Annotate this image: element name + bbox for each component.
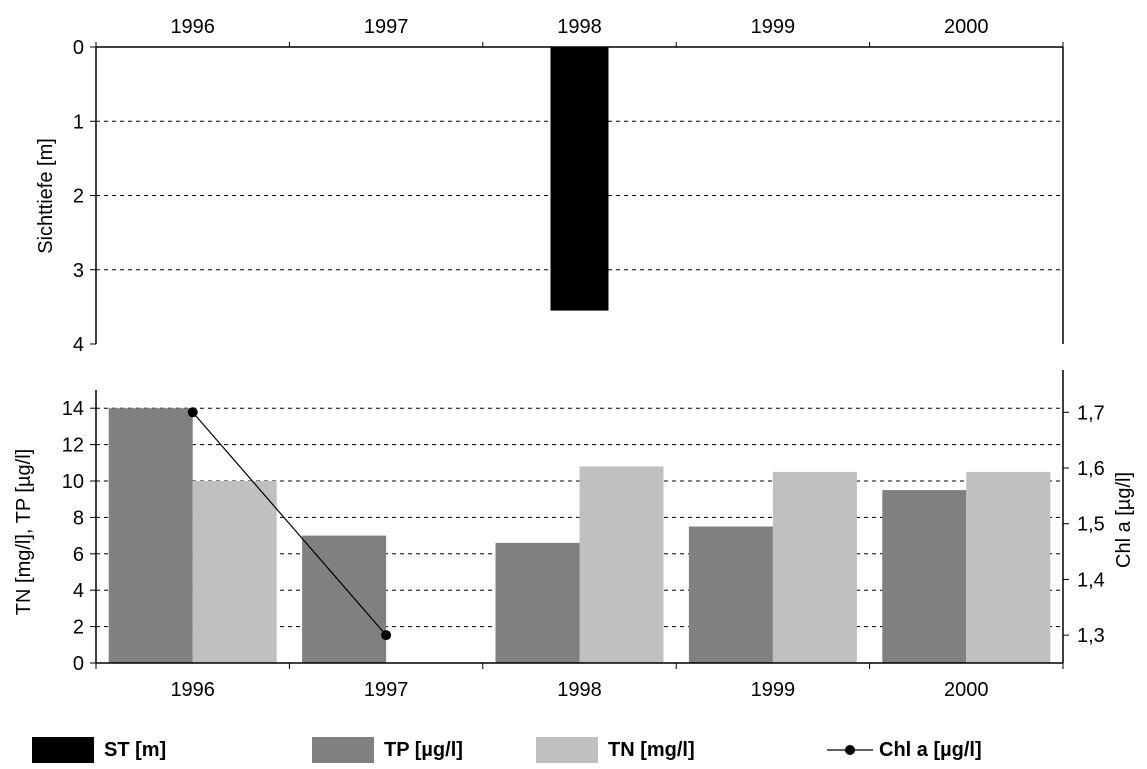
y-tick-label: 0 (73, 653, 84, 675)
bar-tp (688, 526, 773, 663)
x-tick-label: 1998 (557, 679, 602, 701)
bar-tp (495, 542, 580, 663)
bottom-panel: 0 2 4 6 8 10 12 14 1,3 1,4 1,5 1,6 1,7 1996 1997 1998 19… (13, 370, 1135, 701)
legend-item-chla: Chl a [µg/l] (825, 735, 982, 765)
y-tick-label: 4 (73, 580, 84, 602)
x-tick-label: 2000 (944, 679, 989, 701)
y-tick-label: 14 (62, 398, 84, 420)
legend-swatch-st (32, 737, 94, 763)
y2-tick-label: 1,5 (1077, 514, 1105, 536)
bar-st (550, 47, 609, 311)
y-tick-label: 2 (73, 186, 84, 208)
x-tick-label: 1999 (751, 16, 796, 38)
x-tick-label: 1998 (557, 16, 602, 38)
legend-swatch-tn (536, 737, 598, 763)
bar-tp (302, 535, 387, 663)
x-tick-label: 1996 (170, 16, 215, 38)
y2-tick-label: 1,7 (1077, 402, 1105, 424)
point-chla (381, 630, 392, 641)
y-axis-label: TN [mg/l], TP [µg/l] (13, 449, 35, 615)
y-tick-label: 6 (73, 544, 84, 566)
line-chla (192, 411, 387, 636)
y2-axis-label: Chl a [µg/l] (1113, 472, 1135, 568)
legend-item-tn: TN [mg/l] (536, 735, 695, 765)
bar-tn (966, 471, 1051, 663)
bar-tn (772, 471, 857, 663)
y-tick-label: 3 (73, 260, 84, 282)
legend-swatch-chla (827, 745, 873, 755)
y-tick-label: 1 (73, 111, 84, 133)
legend-swatch-tp (312, 737, 374, 763)
x-tick-label: 2000 (944, 16, 989, 38)
y-tick-label: 4 (73, 334, 84, 356)
y-tick-label: 0 (73, 37, 84, 59)
y-tick-label: 12 (62, 435, 84, 457)
y2-tick-label: 1,3 (1077, 625, 1105, 647)
x-tick-label: 1997 (364, 679, 409, 701)
legend-label-chla: Chl a [µg/l] (879, 738, 982, 761)
bar-tp (882, 490, 967, 663)
y-tick-label: 2 (73, 617, 84, 639)
legend-label-tp: TP [µg/l] (384, 738, 463, 761)
bar-tp (108, 408, 193, 663)
bar-tn (192, 481, 277, 663)
top-panel: 0 1 2 3 4 1996 1997 1998 1999 2000 Sichttiefe [m] (35, 16, 1064, 356)
y2-tick-label: 1,4 (1077, 569, 1105, 591)
y-tick-label: 8 (73, 507, 84, 529)
legend-item-tp: TP [µg/l] (312, 735, 463, 765)
y2-tick-label: 1,6 (1077, 458, 1105, 480)
bar-tn (579, 466, 664, 663)
legend-label-st: ST [m] (104, 738, 167, 761)
x-tick-label: 1999 (751, 679, 796, 701)
x-tick-label: 1997 (364, 16, 409, 38)
y-axis-label: Sichttiefe [m] (35, 138, 57, 254)
x-tick-label: 1996 (170, 679, 215, 701)
point-chla (187, 407, 198, 418)
legend-item-st: ST [m] (32, 735, 166, 765)
y-tick-label: 10 (62, 471, 84, 493)
legend-label-tn: TN [mg/l] (608, 738, 695, 761)
